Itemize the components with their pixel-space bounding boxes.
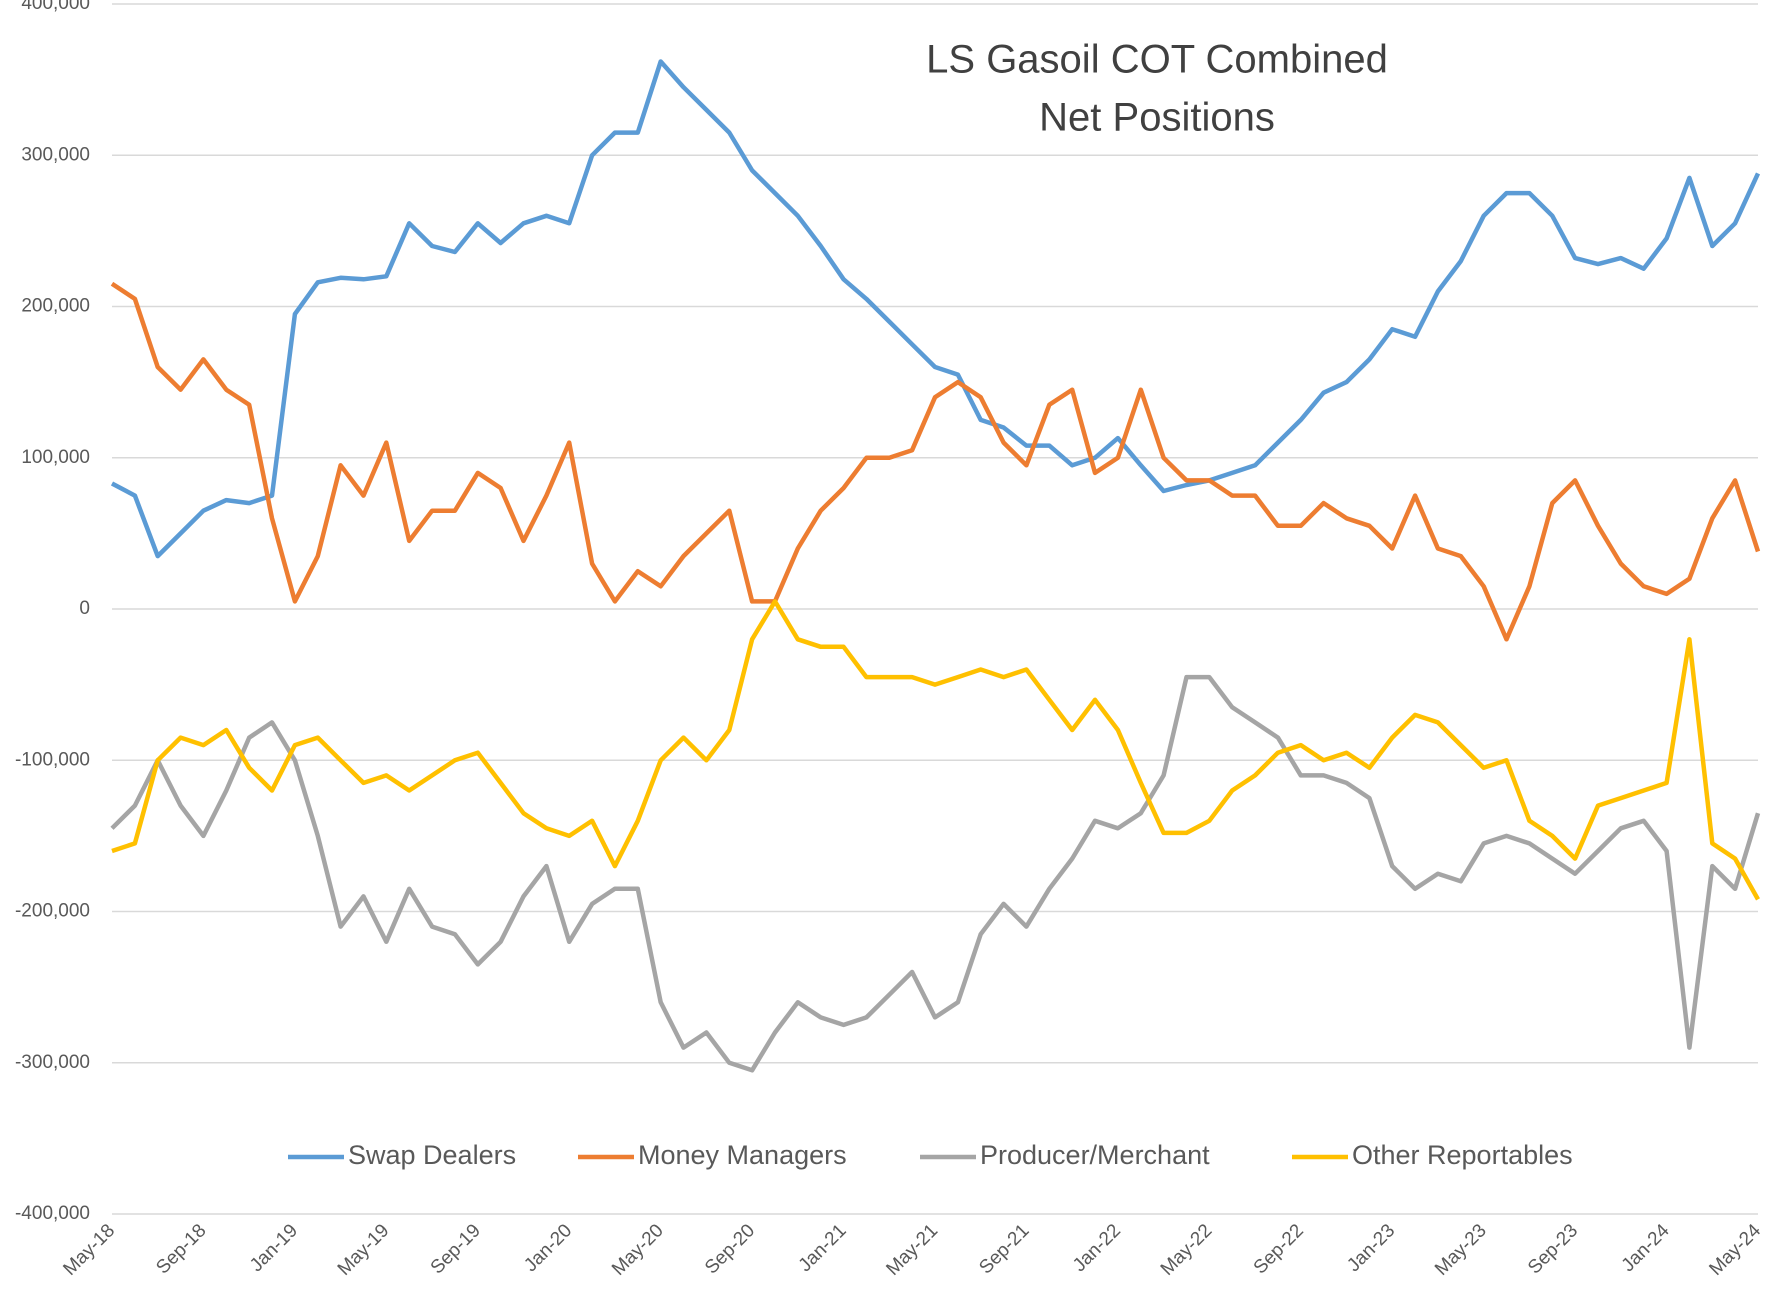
x-tick-label: May-21 — [882, 1220, 942, 1280]
legend-label: Other Reportables — [1352, 1140, 1573, 1170]
x-tick-label: May-20 — [608, 1220, 668, 1280]
y-tick-label: 0 — [79, 598, 90, 619]
y-tick-label: 400,000 — [21, 0, 90, 14]
chart-title: LS Gasoil COT Combined — [926, 38, 1388, 82]
x-tick-label: Jan-22 — [1069, 1220, 1125, 1276]
x-tick-label: Sep-20 — [701, 1220, 759, 1278]
series-line — [110, 59, 1761, 559]
x-tick-label: Sep-19 — [427, 1220, 485, 1278]
x-tick-label: May-19 — [334, 1220, 394, 1280]
y-tick-label: -300,000 — [15, 1052, 90, 1073]
x-tick-label: May-22 — [1157, 1220, 1217, 1280]
x-tick-label: Sep-22 — [1250, 1220, 1308, 1278]
series-line — [111, 599, 1760, 901]
chart-subtitle: Net Positions — [1039, 96, 1275, 140]
x-tick-label: Sep-18 — [152, 1220, 210, 1278]
x-tick-label: Sep-23 — [1524, 1220, 1582, 1278]
x-tick-label: May-23 — [1431, 1220, 1491, 1280]
x-tick-label: Jan-21 — [795, 1220, 851, 1276]
series-line — [110, 281, 1761, 642]
x-tick-label: Jan-23 — [1343, 1220, 1399, 1276]
legend-label: Swap Dealers — [348, 1140, 516, 1170]
y-tick-label: 100,000 — [21, 447, 90, 468]
y-tick-label: -400,000 — [15, 1203, 90, 1224]
x-tick-label: May-24 — [1705, 1220, 1765, 1280]
y-tick-label: 300,000 — [21, 144, 90, 165]
y-tick-label: -100,000 — [15, 749, 90, 770]
legend-label: Money Managers — [638, 1140, 847, 1170]
series-line — [110, 674, 1761, 1073]
x-tick-label: May-18 — [59, 1220, 119, 1280]
x-tick-label: Jan-24 — [1618, 1220, 1674, 1276]
x-tick-label: Sep-21 — [975, 1220, 1033, 1278]
y-tick-label: 200,000 — [21, 296, 90, 317]
x-tick-label: Jan-20 — [520, 1220, 576, 1276]
x-tick-label: Jan-19 — [246, 1220, 302, 1276]
legend-label: Producer/Merchant — [980, 1140, 1210, 1170]
y-tick-label: -200,000 — [15, 901, 90, 922]
